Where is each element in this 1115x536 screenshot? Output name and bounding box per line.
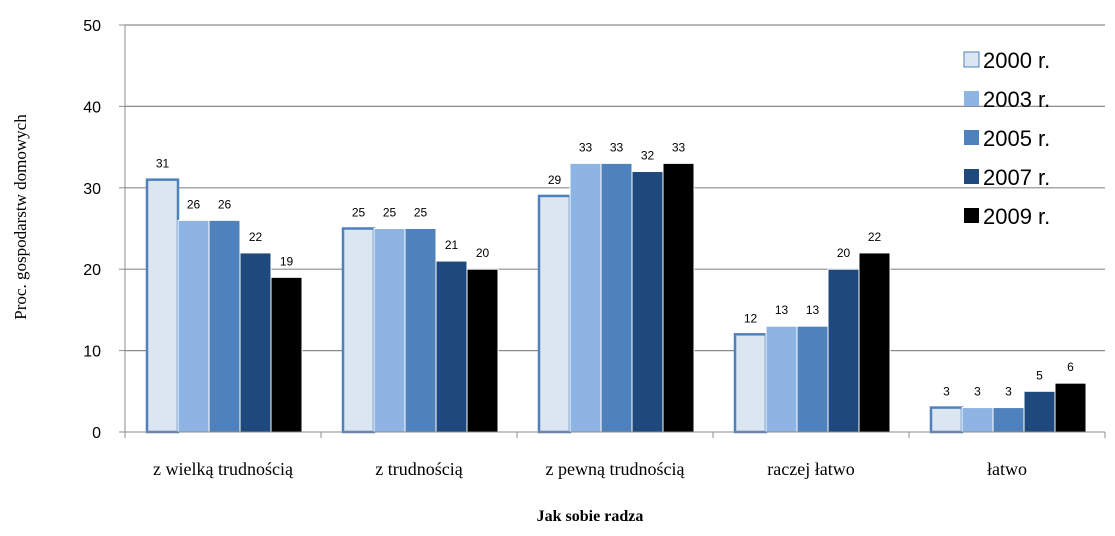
legend-label: 2003 r. [983, 87, 1050, 112]
data-label: 33 [610, 140, 624, 154]
data-label: 22 [868, 230, 882, 244]
x-tick-label: łatwo [987, 459, 1027, 479]
bar [600, 162, 633, 433]
data-label: 13 [775, 303, 789, 317]
y-tick-label: 50 [83, 18, 101, 35]
x-tick-label: raczej łatwo [767, 459, 854, 479]
legend-swatch [964, 208, 979, 223]
bar [929, 406, 964, 434]
legend-swatch [963, 51, 980, 68]
data-label: 31 [156, 157, 170, 171]
bar [796, 325, 829, 433]
legend: 2000 r. 2003 r. 2005 r. 2007 r. 2009 r. [963, 48, 1050, 229]
bar [961, 407, 994, 433]
y-axis-title: Proc. gospodarstw domowych [11, 114, 30, 320]
data-label: 12 [744, 311, 758, 325]
bar [631, 171, 664, 433]
data-label: 3 [1005, 385, 1012, 399]
x-axis-title: Jak sobie radza [537, 508, 644, 525]
y-tick-label: 20 [83, 262, 101, 279]
data-label: 25 [352, 206, 366, 220]
legend-swatch [964, 169, 979, 184]
bar [466, 268, 499, 433]
axes: 0 10 20 30 40 50 z wielką trudnością z trudnośc… [83, 18, 1106, 479]
x-tick-label: z wielką trudnością [153, 459, 294, 479]
bar [435, 260, 468, 433]
legend-label: 2005 r. [983, 126, 1050, 151]
bar [373, 228, 406, 433]
data-label: 25 [414, 206, 428, 220]
data-label: 32 [641, 149, 655, 163]
legend-label: 2009 r. [983, 204, 1050, 229]
data-label: 22 [249, 230, 263, 244]
bar [765, 325, 798, 433]
bar [404, 228, 437, 433]
bar [537, 194, 572, 434]
bar [177, 219, 210, 433]
bar [208, 219, 241, 433]
data-label: 13 [806, 303, 820, 317]
bar [662, 162, 695, 433]
y-tick-label: 30 [83, 181, 101, 198]
bar [270, 276, 303, 433]
bar [733, 333, 768, 434]
data-label: 20 [476, 246, 490, 260]
y-tick-label: 0 [92, 425, 101, 442]
data-label: 26 [218, 197, 232, 211]
bars [145, 162, 1087, 434]
data-label: 29 [548, 173, 562, 187]
y-tick-label: 10 [83, 344, 101, 361]
data-label: 3 [974, 385, 981, 399]
legend-swatch [964, 91, 979, 106]
data-label: 33 [672, 140, 686, 154]
bar [827, 268, 860, 433]
x-tick-label: z trudnością [375, 459, 463, 479]
data-labels: 31 25 29 12 3 26 25 33 13 3 26 25 33 13 3 22 21 32 20 5 19 20… [156, 140, 1074, 398]
data-label: 26 [187, 197, 201, 211]
bar [239, 252, 272, 433]
bar [569, 162, 602, 433]
data-label: 6 [1067, 360, 1074, 374]
data-label: 3 [943, 385, 950, 399]
y-tick-label: 40 [83, 99, 101, 116]
data-label: 5 [1036, 368, 1043, 382]
legend-swatch [964, 130, 979, 145]
bar [992, 407, 1025, 433]
data-label: 21 [445, 238, 459, 252]
data-label: 33 [579, 140, 593, 154]
bar [1054, 382, 1087, 433]
bar [858, 252, 891, 433]
data-label: 20 [837, 246, 851, 260]
x-tick-label: z pewną trudnością [546, 459, 686, 479]
legend-label: 2000 r. [983, 48, 1050, 73]
legend-label: 2007 r. [983, 165, 1050, 190]
data-label: 25 [383, 206, 397, 220]
bar [1023, 390, 1056, 433]
data-label: 19 [280, 254, 294, 268]
bar [341, 227, 376, 434]
bar [145, 178, 180, 434]
